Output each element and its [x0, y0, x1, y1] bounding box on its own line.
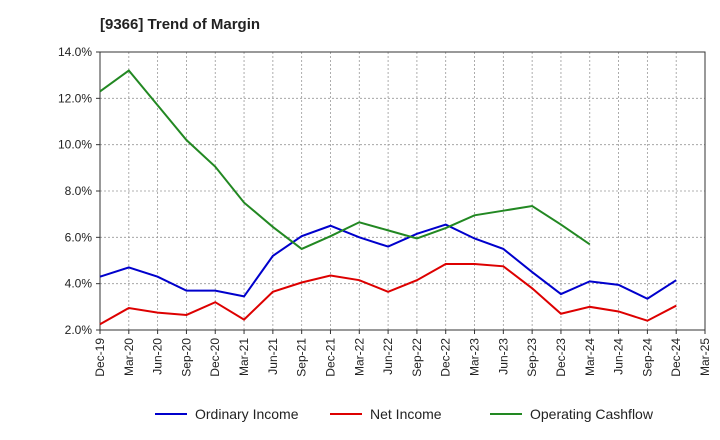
plot-frame — [99, 51, 706, 331]
x-tick-label: Jun-22 — [381, 338, 395, 375]
y-tick-label: 14.0% — [58, 45, 92, 59]
x-tick-label: Mar-24 — [583, 338, 597, 376]
x-tick-label: Jun-24 — [612, 338, 626, 375]
x-tick-label: Mar-20 — [122, 338, 136, 376]
legend-label: Ordinary Income — [195, 406, 299, 422]
x-tick-label: Dec-20 — [208, 338, 222, 377]
x-tick-label: Jun-21 — [266, 338, 280, 375]
x-tick-label: Dec-24 — [669, 338, 683, 377]
y-tick-label: 12.0% — [58, 91, 92, 105]
x-tick-label: Dec-22 — [439, 338, 453, 377]
x-tick-label: Dec-21 — [323, 338, 337, 377]
y-tick-label: 6.0% — [65, 230, 93, 244]
series-line-net-income — [99, 262, 677, 326]
y-tick-label: 8.0% — [65, 184, 93, 198]
x-tick-label: Mar-22 — [352, 338, 366, 376]
x-tick-label: Sep-21 — [295, 338, 309, 377]
x-tick-label: Jun-23 — [496, 338, 510, 375]
x-tick-label: Sep-20 — [179, 338, 193, 377]
chart-title: [9366] Trend of Margin — [100, 16, 261, 33]
y-tick-label: 2.0% — [65, 323, 93, 337]
x-tick-label: Mar-23 — [468, 338, 482, 376]
x-tick-label: Sep-22 — [410, 338, 424, 377]
x-tick-label: Dec-23 — [554, 338, 568, 377]
x-tick-label: Jun-20 — [151, 338, 165, 375]
series-line-ordinary-income — [99, 223, 677, 300]
legend-label: Operating Cashflow — [530, 406, 654, 422]
series-line-operating-cashflow — [99, 69, 591, 251]
x-tick-label: Mar-21 — [237, 338, 251, 376]
y-tick-label: 4.0% — [65, 277, 93, 291]
x-tick-label: Mar-25 — [698, 338, 712, 376]
x-tick-label: Sep-24 — [640, 338, 654, 377]
y-tick-label: 10.0% — [58, 138, 92, 152]
x-tick-label: Sep-23 — [525, 338, 539, 377]
x-tick-label: Dec-19 — [93, 338, 107, 377]
legend-label: Net Income — [370, 406, 442, 422]
